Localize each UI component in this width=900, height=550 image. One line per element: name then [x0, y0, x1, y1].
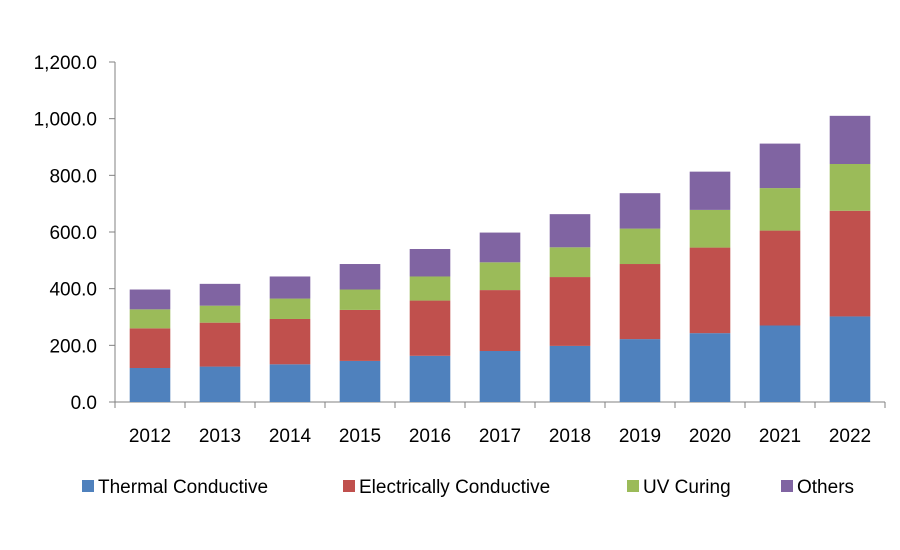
bar-segment — [199, 305, 241, 323]
bars — [129, 115, 871, 402]
bar-segment — [549, 214, 591, 248]
bar-segment — [759, 230, 801, 326]
x-tick-label: 2015 — [339, 426, 381, 447]
bar-segment — [269, 276, 311, 299]
bar-segment — [619, 339, 661, 402]
bar-segment — [689, 247, 731, 334]
y-tick-label: 1,000.0 — [34, 110, 97, 131]
x-tick-label: 2016 — [409, 426, 451, 447]
x-tick-label: 2021 — [759, 426, 801, 447]
bar-segment — [409, 249, 451, 277]
x-axis: 2012 2013 2014 2015 2016 2017 2018 2019 2020 2021… — [114, 401, 886, 447]
x-tick-label: 2020 — [689, 426, 731, 447]
bar-segment — [479, 351, 521, 402]
bar-segment — [129, 368, 171, 402]
y-axis: 0.0 200.0 400.0 600.0 800.0 1,000.0 1,200.0 — [34, 53, 116, 414]
x-tick-label: 2013 — [199, 426, 241, 447]
legend-swatch — [781, 480, 793, 492]
x-tick-label: 2017 — [479, 426, 521, 447]
y-tick-label: 800.0 — [49, 166, 97, 187]
legend-label: Electrically Conductive — [359, 477, 550, 498]
legend-label: Thermal Conductive — [98, 477, 268, 498]
y-tick-label: 1,200.0 — [34, 53, 97, 74]
bar-segment — [409, 355, 451, 402]
legend-swatch — [627, 480, 639, 492]
bar-segment — [269, 318, 311, 365]
bar-segment — [479, 262, 521, 291]
bar-segment — [339, 360, 381, 402]
bar-segment — [409, 300, 451, 356]
bar-segment — [479, 290, 521, 351]
legend-label: UV Curing — [643, 477, 731, 498]
bar-segment — [129, 309, 171, 329]
x-tick-label: 2022 — [829, 426, 871, 447]
x-tick-label: 2012 — [129, 426, 171, 447]
bar-segment — [549, 345, 591, 402]
bar-segment — [199, 366, 241, 402]
bar-segment — [269, 298, 311, 319]
x-tick-label: 2014 — [269, 426, 312, 447]
bar-segment — [829, 115, 871, 164]
bar-segment — [829, 164, 871, 211]
legend-swatch — [82, 480, 94, 492]
bar-segment — [129, 328, 171, 368]
bar-segment — [689, 333, 731, 402]
bar-segment — [129, 289, 171, 310]
x-tick-label: 2019 — [619, 426, 661, 447]
y-tick-label: 0.0 — [71, 393, 97, 414]
y-tick-label: 400.0 — [49, 280, 97, 301]
bar-segment — [549, 277, 591, 346]
bar-segment — [479, 232, 521, 263]
bar-segment — [759, 188, 801, 231]
bar-segment — [199, 322, 241, 367]
bar-segment — [619, 264, 661, 340]
bar-segment — [759, 325, 801, 402]
bar-segment — [829, 210, 871, 317]
y-tick-label: 600.0 — [49, 223, 97, 244]
legend: Thermal Conductive Electrically Conductiv… — [82, 477, 854, 498]
x-tick-label: 2018 — [549, 426, 591, 447]
bar-segment — [339, 309, 381, 361]
bar-segment — [759, 143, 801, 189]
bar-segment — [549, 247, 591, 278]
bar-segment — [339, 264, 381, 290]
bar-segment — [689, 171, 731, 210]
y-tick-label: 200.0 — [49, 336, 97, 357]
bar-segment — [619, 228, 661, 265]
bar-segment — [619, 193, 661, 229]
bar-segment — [339, 289, 381, 310]
bar-segment — [409, 276, 451, 301]
legend-swatch — [343, 480, 355, 492]
legend-label: Others — [797, 477, 854, 498]
bar-segment — [689, 209, 731, 248]
bar-segment — [199, 283, 241, 306]
bar-segment — [829, 316, 871, 402]
bar-segment — [269, 364, 311, 402]
